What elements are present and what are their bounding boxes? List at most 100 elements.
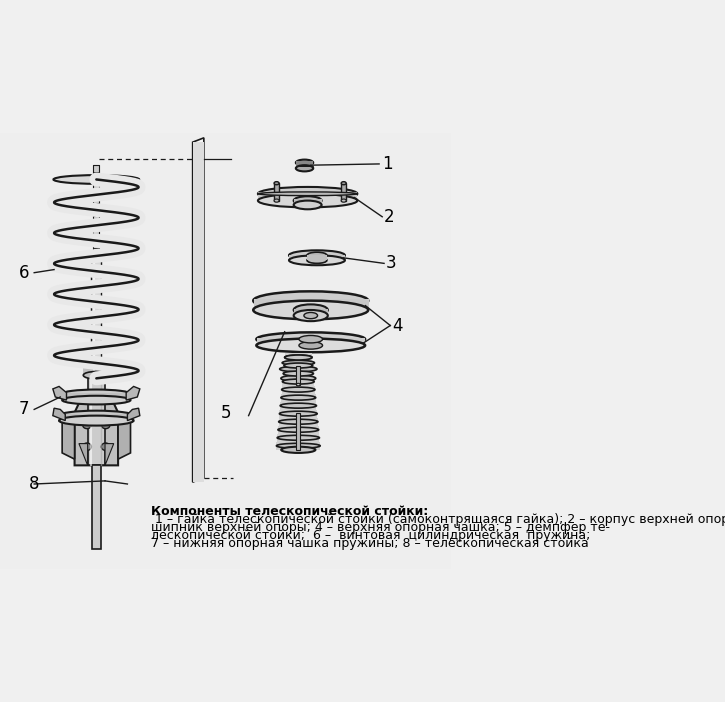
Bar <box>280 402 316 410</box>
Bar <box>258 192 357 201</box>
Text: шипник верхней опоры; 4 – верхняя опорная чашка; 5 – демпфер те-: шипник верхней опоры; 4 – верхняя опорна… <box>151 521 610 534</box>
Bar <box>289 256 345 260</box>
Polygon shape <box>193 138 204 482</box>
Ellipse shape <box>279 411 318 416</box>
Text: 6: 6 <box>19 264 29 282</box>
Ellipse shape <box>307 257 327 263</box>
Bar <box>284 362 312 369</box>
Polygon shape <box>75 403 118 465</box>
Ellipse shape <box>299 336 323 343</box>
Ellipse shape <box>83 421 91 429</box>
Ellipse shape <box>274 199 279 202</box>
Polygon shape <box>79 444 88 465</box>
Bar <box>62 392 130 400</box>
Ellipse shape <box>54 175 139 184</box>
Ellipse shape <box>294 310 328 322</box>
Bar <box>257 338 365 345</box>
Ellipse shape <box>281 395 315 400</box>
Text: 7: 7 <box>19 400 29 418</box>
Ellipse shape <box>274 182 279 185</box>
Bar <box>281 394 315 402</box>
Ellipse shape <box>257 332 365 346</box>
Text: 7 – нижняя опорная чашка пружины; 8 – телескопическая стойка: 7 – нижняя опорная чашка пружины; 8 – те… <box>151 537 589 550</box>
Ellipse shape <box>278 419 318 424</box>
Ellipse shape <box>258 187 357 201</box>
Ellipse shape <box>258 192 357 196</box>
Bar <box>193 143 204 482</box>
Text: 1 – гайка телескопической стойки (самоконтрящаяся гайка); 2 – корпус верхней опо: 1 – гайка телескопической стойки (самоко… <box>151 512 725 526</box>
Ellipse shape <box>282 360 315 365</box>
Polygon shape <box>105 444 114 465</box>
Polygon shape <box>62 416 75 459</box>
Bar <box>91 254 102 376</box>
Text: 5: 5 <box>220 404 231 421</box>
Ellipse shape <box>307 252 327 258</box>
Bar <box>283 369 313 378</box>
Ellipse shape <box>258 194 357 207</box>
Ellipse shape <box>299 342 323 349</box>
Ellipse shape <box>102 443 110 451</box>
Ellipse shape <box>83 371 109 379</box>
Bar <box>83 364 109 376</box>
Bar <box>94 165 99 254</box>
Ellipse shape <box>277 435 320 440</box>
Text: 4: 4 <box>392 317 402 335</box>
Ellipse shape <box>285 355 312 359</box>
Ellipse shape <box>304 312 318 319</box>
Ellipse shape <box>289 251 345 260</box>
Ellipse shape <box>253 300 368 319</box>
Ellipse shape <box>294 201 322 209</box>
Ellipse shape <box>281 446 315 453</box>
Ellipse shape <box>83 360 109 368</box>
Bar <box>274 183 279 201</box>
Ellipse shape <box>280 403 316 408</box>
Ellipse shape <box>59 411 133 420</box>
Ellipse shape <box>284 363 312 368</box>
Polygon shape <box>128 408 140 420</box>
Bar <box>278 425 319 434</box>
Polygon shape <box>53 386 67 400</box>
Ellipse shape <box>285 355 312 360</box>
Ellipse shape <box>59 416 133 425</box>
Ellipse shape <box>281 376 315 381</box>
Bar <box>341 183 346 201</box>
Text: Компоненты телескопической стойки:: Компоненты телескопической стойки: <box>151 505 428 517</box>
Ellipse shape <box>280 366 317 372</box>
Bar <box>297 413 300 450</box>
Bar <box>254 299 368 310</box>
Bar <box>276 442 320 450</box>
Bar <box>297 366 300 385</box>
Bar <box>294 309 328 316</box>
Bar <box>92 465 101 549</box>
Text: 1: 1 <box>382 155 393 173</box>
Text: 3: 3 <box>385 254 396 272</box>
Ellipse shape <box>341 182 346 185</box>
Ellipse shape <box>294 305 328 316</box>
Ellipse shape <box>253 291 368 310</box>
Ellipse shape <box>341 199 346 202</box>
Ellipse shape <box>278 428 319 432</box>
Ellipse shape <box>294 197 322 205</box>
Bar <box>294 199 322 205</box>
Bar <box>283 378 314 385</box>
Ellipse shape <box>83 443 91 451</box>
Ellipse shape <box>297 383 300 386</box>
Ellipse shape <box>257 338 365 352</box>
Text: лескопической стойки;  6 –  винтовая  цилиндрическая  пружина;: лескопической стойки; 6 – винтовая цилин… <box>151 529 590 542</box>
Ellipse shape <box>62 390 130 398</box>
Text: 8: 8 <box>29 475 40 493</box>
Polygon shape <box>118 416 130 459</box>
Bar <box>307 256 327 260</box>
Text: 2: 2 <box>384 208 394 226</box>
Bar <box>278 418 318 425</box>
Polygon shape <box>53 408 65 420</box>
Ellipse shape <box>296 165 313 171</box>
Ellipse shape <box>62 396 130 404</box>
Ellipse shape <box>289 256 345 265</box>
Ellipse shape <box>283 379 314 384</box>
Ellipse shape <box>102 421 110 429</box>
Ellipse shape <box>296 159 313 166</box>
Bar <box>281 385 315 394</box>
Bar <box>88 376 105 465</box>
Bar <box>296 161 313 168</box>
